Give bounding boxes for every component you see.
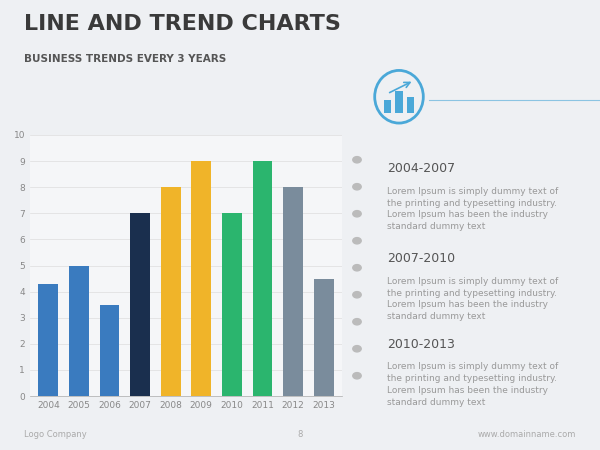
Text: 2010-2013: 2010-2013 <box>387 338 455 351</box>
Bar <box>191 161 211 396</box>
Text: BUSINESS TRENDS EVERY 3 YEARS: BUSINESS TRENDS EVERY 3 YEARS <box>24 54 226 64</box>
Bar <box>161 187 181 396</box>
Bar <box>38 284 58 396</box>
Bar <box>283 187 303 396</box>
Bar <box>395 91 403 113</box>
Bar <box>130 213 150 396</box>
Bar <box>314 279 334 396</box>
Text: Lorem Ipsum is simply dummy text of
the printing and typesetting industry.
Lorem: Lorem Ipsum is simply dummy text of the … <box>387 187 558 231</box>
Bar <box>407 97 415 113</box>
Bar <box>383 100 391 113</box>
Bar <box>222 213 242 396</box>
Bar <box>69 266 89 396</box>
Bar <box>100 305 119 396</box>
Text: Lorem Ipsum is simply dummy text of
the printing and typesetting industry.
Lorem: Lorem Ipsum is simply dummy text of the … <box>387 277 558 321</box>
Text: Lorem Ipsum is simply dummy text of
the printing and typesetting industry.
Lorem: Lorem Ipsum is simply dummy text of the … <box>387 362 558 407</box>
Text: 8: 8 <box>298 430 302 439</box>
Bar <box>253 161 272 396</box>
Text: LINE AND TREND CHARTS: LINE AND TREND CHARTS <box>24 14 341 33</box>
Text: www.domainname.com: www.domainname.com <box>478 430 576 439</box>
Text: Logo Company: Logo Company <box>24 430 87 439</box>
Text: 2004-2007: 2004-2007 <box>387 162 455 175</box>
Text: 2007-2010: 2007-2010 <box>387 252 455 265</box>
